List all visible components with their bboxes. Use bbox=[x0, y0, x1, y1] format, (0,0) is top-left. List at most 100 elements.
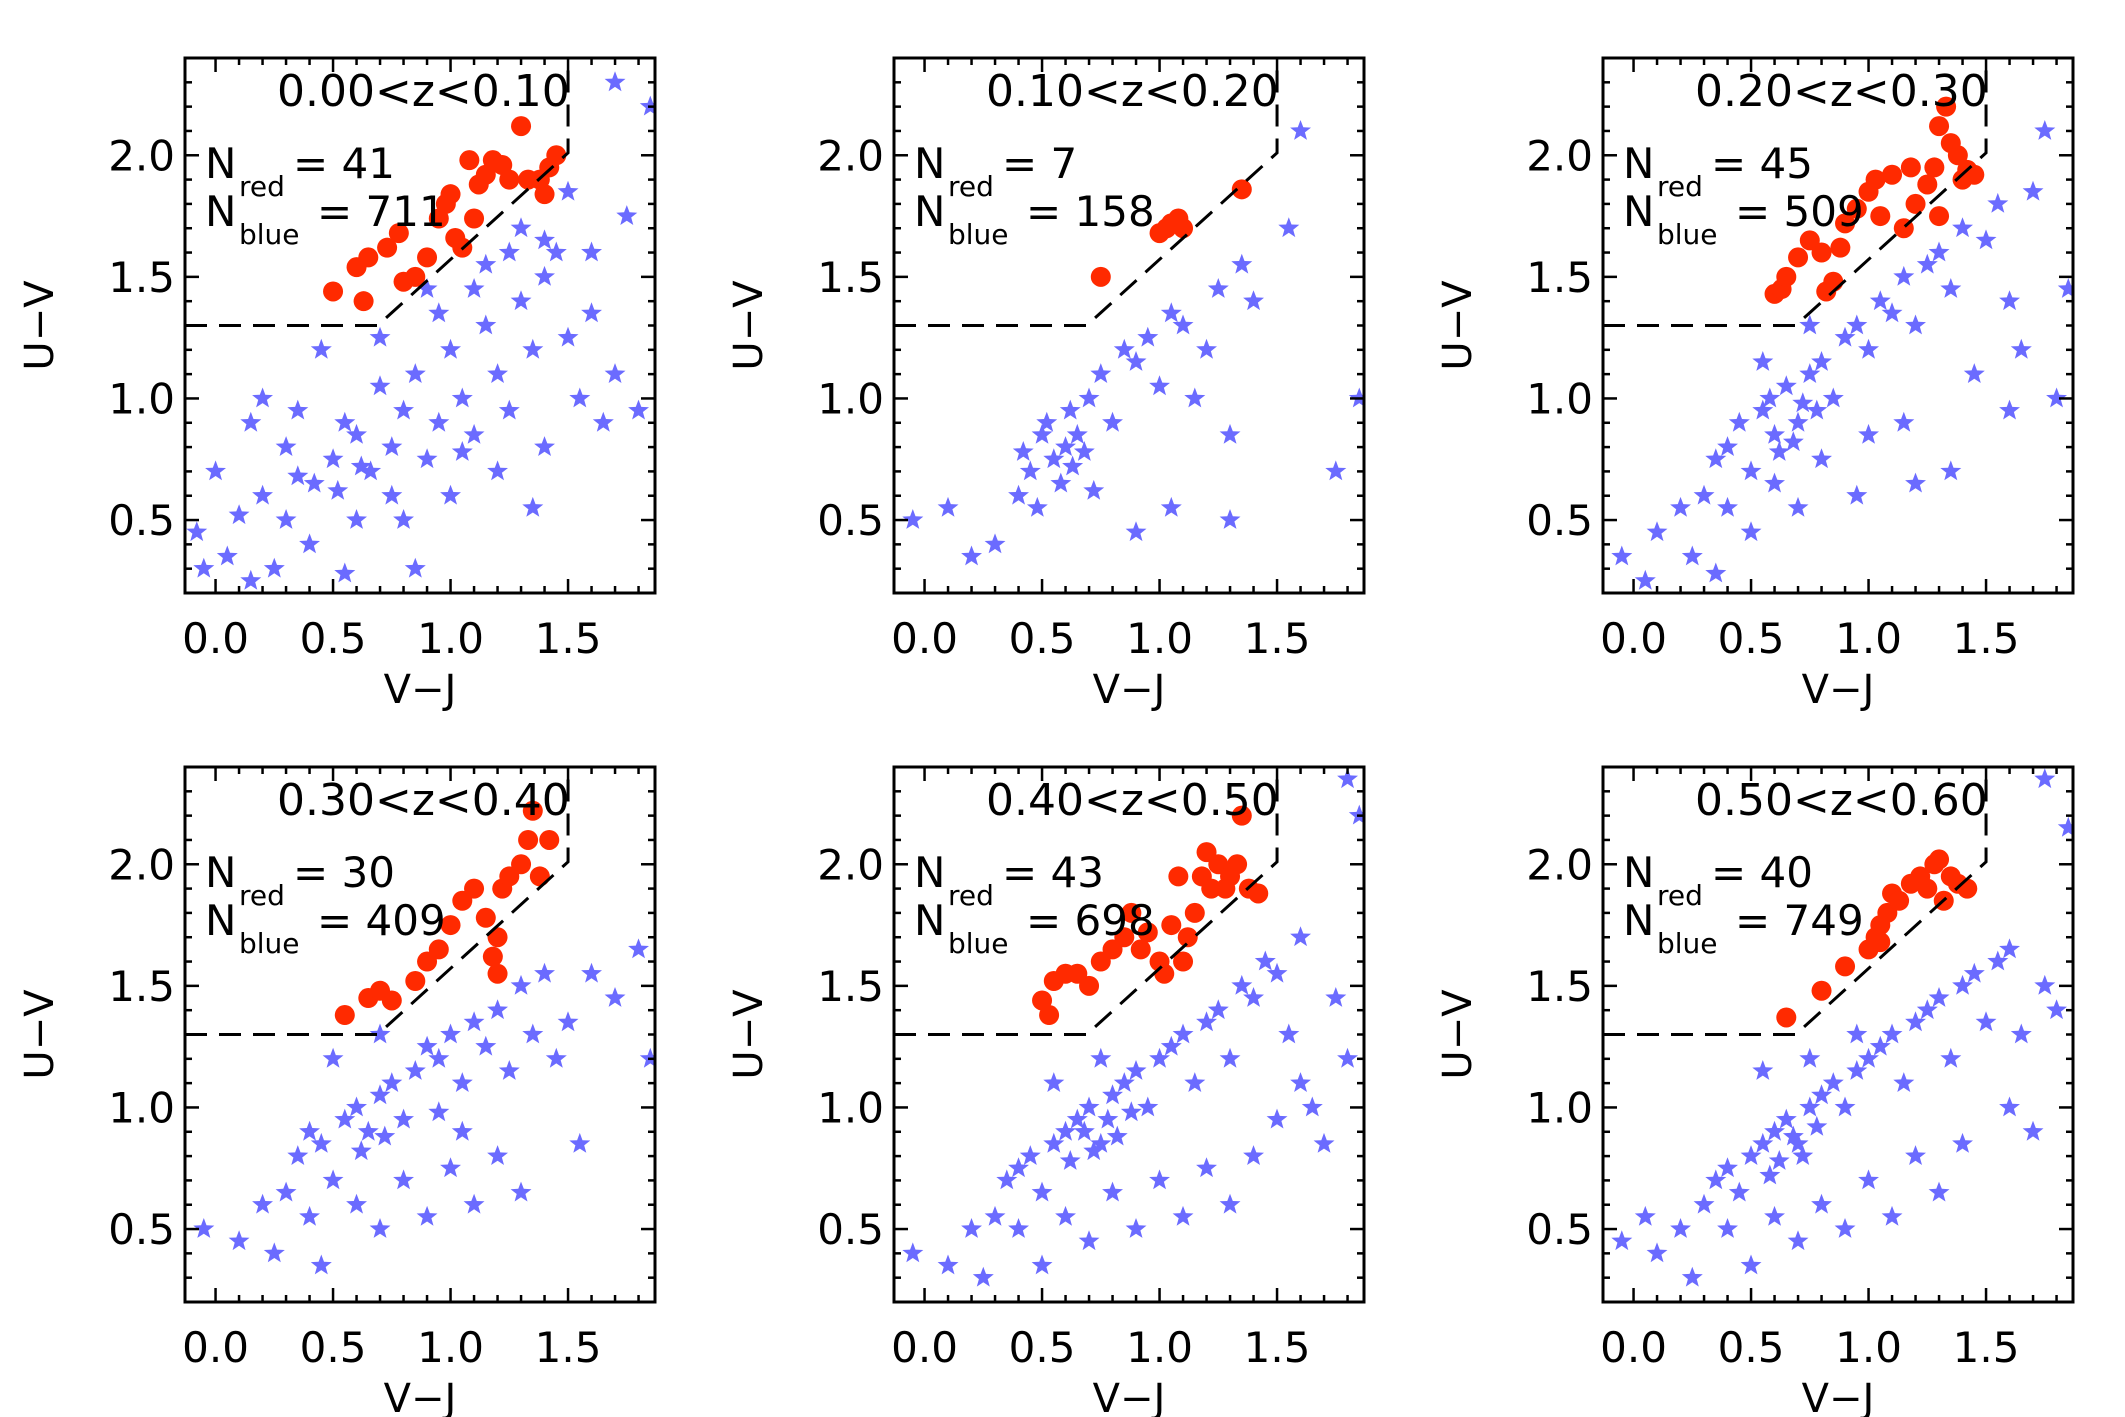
blue-star-marker bbox=[1834, 1218, 1856, 1238]
blue-star-marker bbox=[1952, 974, 1973, 995]
blue-star-marker bbox=[1799, 1096, 1821, 1117]
blue-star-marker bbox=[1008, 484, 1029, 505]
blue-star-marker bbox=[1916, 999, 1938, 1020]
blue-star-marker bbox=[1125, 521, 1147, 542]
blue-star-marker bbox=[1987, 192, 2009, 213]
blue-star-marker bbox=[1120, 1101, 1142, 1122]
y-tick-label: 2.0 bbox=[108, 131, 175, 180]
blue-star-marker bbox=[1928, 987, 1950, 1007]
red-circle-marker bbox=[1870, 932, 1891, 953]
blue-star-marker bbox=[1160, 496, 1182, 517]
x-tick-label: 0.5 bbox=[1718, 614, 1785, 663]
blue-star-marker bbox=[1905, 472, 1926, 493]
red-circle-marker bbox=[1121, 902, 1142, 923]
blue-star-marker bbox=[1090, 1047, 1112, 1068]
blue-star-marker bbox=[1905, 314, 1926, 335]
blue-star-marker bbox=[545, 241, 567, 262]
blue-star-marker bbox=[1646, 1242, 1668, 1263]
blue-star-marker bbox=[2046, 999, 2067, 1020]
blue-star-marker bbox=[475, 1035, 497, 1056]
blue-star-marker bbox=[1768, 1150, 1790, 1170]
blue-star-marker bbox=[1858, 423, 1879, 444]
blue-star-marker bbox=[1043, 1072, 1065, 1092]
red-circle-marker bbox=[1905, 193, 1926, 214]
panel-title: 0.30<z<0.40 bbox=[277, 775, 570, 826]
blue-star-marker bbox=[1611, 1230, 1633, 1251]
blue-star-marker bbox=[604, 363, 626, 383]
blue-star-marker bbox=[1172, 314, 1194, 335]
blue-star-marker bbox=[1219, 1193, 1241, 1214]
n-red-symbol: N bbox=[1623, 848, 1654, 897]
blue-star-marker bbox=[1325, 987, 1347, 1007]
blue-star-marker bbox=[1097, 1108, 1119, 1129]
x-tick-label: 1.5 bbox=[1244, 614, 1311, 663]
blue-star-marker bbox=[275, 436, 297, 456]
blue-star-marker bbox=[1337, 768, 1358, 789]
n-blue-symbol: N bbox=[1623, 896, 1654, 945]
x-tick-label: 0.0 bbox=[891, 614, 958, 663]
blue-star-marker bbox=[346, 1096, 367, 1117]
plot-area bbox=[1603, 58, 2073, 590]
n-blue-value: = 509 bbox=[1735, 187, 1864, 236]
n-red-subscript: red bbox=[948, 170, 994, 203]
red-circle-marker bbox=[1776, 1007, 1797, 1028]
red-circle-marker bbox=[1788, 247, 1809, 268]
blue-star-marker bbox=[1059, 399, 1081, 420]
blue-star-marker bbox=[1705, 448, 1727, 469]
blue-star-marker bbox=[1266, 1108, 1288, 1129]
red-circle-marker bbox=[1947, 145, 1968, 166]
blue-star-marker bbox=[557, 326, 579, 347]
blue-star-marker bbox=[1266, 962, 1288, 983]
x-tick-label: 0.0 bbox=[182, 1323, 249, 1372]
tick-marks bbox=[185, 58, 655, 593]
blue-star-marker bbox=[1062, 455, 1084, 476]
blue-star-marker bbox=[1348, 804, 1364, 825]
y-tick-label: 1.0 bbox=[108, 374, 175, 423]
blue-star-marker bbox=[1752, 351, 1774, 371]
blue-star-marker bbox=[1768, 441, 1790, 461]
blue-star-marker bbox=[1243, 290, 1264, 311]
red-circle-marker bbox=[1823, 271, 1844, 292]
blue-star-marker bbox=[498, 1060, 520, 1080]
blue-star-marker bbox=[1740, 460, 1762, 481]
blue-star-marker bbox=[487, 999, 508, 1020]
x-axis-label: V−J bbox=[1093, 1376, 1166, 1417]
blue-star-marker bbox=[1290, 120, 1311, 140]
selection-boundary-line bbox=[894, 767, 1279, 1036]
red-circle-marker bbox=[1889, 890, 1910, 911]
blue-star-marker bbox=[1963, 363, 1985, 383]
red-circle-marker bbox=[334, 1005, 355, 1026]
panel-title: 0.20<z<0.30 bbox=[1695, 66, 1988, 117]
y-tick-label: 0.5 bbox=[817, 496, 884, 545]
y-tick-label: 0.5 bbox=[108, 496, 175, 545]
blue-star-marker bbox=[1043, 1132, 1065, 1153]
red-circle-marker bbox=[1929, 206, 1950, 227]
red-circle-marker bbox=[1776, 266, 1797, 287]
red-circle-marker bbox=[377, 237, 398, 258]
blue-star-marker bbox=[1031, 1254, 1053, 1275]
blue-star-marker bbox=[1764, 472, 1785, 493]
blue-star-marker bbox=[1811, 1193, 1832, 1214]
blue-star-marker bbox=[393, 1169, 414, 1190]
y-tick-label: 1.0 bbox=[1526, 374, 1593, 423]
blue-star-marker bbox=[216, 545, 238, 566]
blue-star-marker bbox=[1078, 1096, 1100, 1117]
blue-star-marker bbox=[487, 460, 508, 481]
panel-title: 0.40<z<0.50 bbox=[986, 775, 1279, 826]
blue-star-marker bbox=[961, 545, 982, 566]
blue-star-marker bbox=[1019, 460, 1041, 481]
n-red-value: = 40 bbox=[1711, 848, 1813, 897]
blue-star-marker bbox=[1952, 217, 1973, 238]
blue-star-marker bbox=[393, 509, 414, 529]
y-tick-label: 0.5 bbox=[1526, 1205, 1593, 1254]
blue-star-marker bbox=[1881, 302, 1903, 323]
n-red-subscript: red bbox=[1657, 879, 1703, 912]
blue-star-marker bbox=[1905, 1011, 1926, 1032]
blue-star-marker bbox=[1799, 314, 1821, 335]
n-blue-subscript: blue bbox=[1657, 218, 1718, 251]
blue-star-marker bbox=[451, 387, 473, 408]
red-circle-marker bbox=[1811, 980, 1832, 1001]
red-circle-marker bbox=[1936, 96, 1957, 117]
y-tick-label: 2.0 bbox=[108, 840, 175, 889]
red-circle-marker bbox=[388, 223, 409, 244]
